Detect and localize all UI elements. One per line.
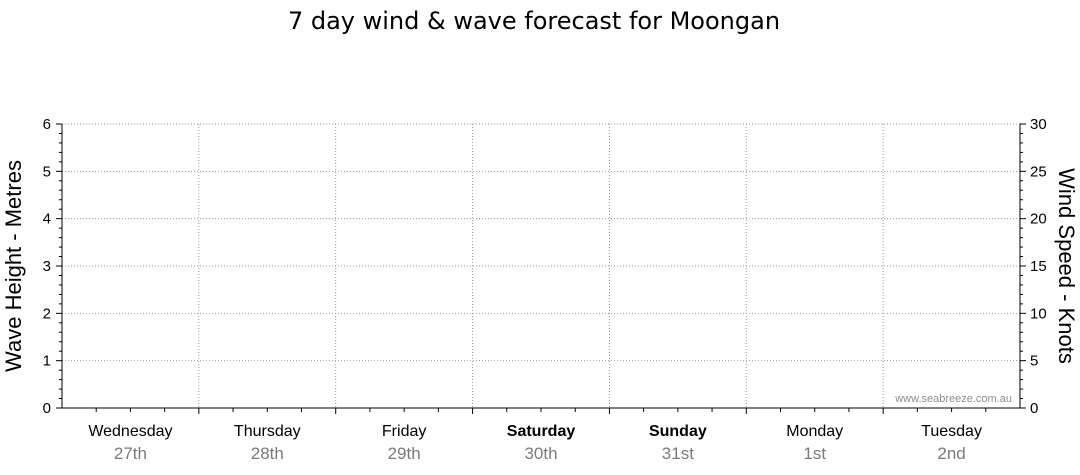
day-name-label: Monday bbox=[786, 423, 843, 440]
day-name-label: Tuesday bbox=[921, 423, 982, 440]
left-tick-label: 4 bbox=[43, 211, 51, 228]
day-date-label: 2nd bbox=[937, 444, 965, 463]
left-tick-label: 0 bbox=[43, 400, 51, 417]
day-date-label: 31st bbox=[662, 444, 694, 463]
day-name-label: Sunday bbox=[649, 423, 707, 440]
day-date-label: 28th bbox=[251, 444, 284, 463]
left-axis-ticks: 0 1 2 3 4 5 6 bbox=[43, 116, 62, 417]
right-tick-label: 10 bbox=[1030, 305, 1047, 322]
day-name-label: Wednesday bbox=[88, 423, 172, 440]
right-tick-label: 20 bbox=[1030, 211, 1047, 228]
day-date-label: 29th bbox=[388, 444, 421, 463]
left-tick-label: 6 bbox=[43, 116, 51, 133]
right-tick-label: 30 bbox=[1030, 116, 1047, 133]
day-date-label: 27th bbox=[114, 444, 147, 463]
left-tick-label: 3 bbox=[43, 258, 51, 275]
right-tick-label: 5 bbox=[1030, 353, 1038, 370]
day-name-label: Friday bbox=[382, 423, 426, 440]
right-tick-label: 0 bbox=[1030, 400, 1038, 417]
right-tick-label: 15 bbox=[1030, 258, 1047, 275]
day-labels: Wednesday 27th Thursday 28th Friday 29th Satur… bbox=[88, 423, 982, 463]
right-axis-title: Wind Speed - Knots bbox=[1054, 168, 1079, 364]
right-tick-label: 25 bbox=[1030, 163, 1047, 180]
left-tick-label: 5 bbox=[43, 163, 51, 180]
chart-title: 7 day wind & wave forecast for Moongan bbox=[288, 7, 780, 35]
right-axis-ticks: 0 5 10 15 20 25 30 bbox=[1020, 116, 1047, 417]
day-date-label: 30th bbox=[524, 444, 557, 463]
left-axis-title: Wave Height - Metres bbox=[1, 160, 26, 372]
axis-layer bbox=[61, 124, 1021, 414]
left-tick-label: 1 bbox=[43, 353, 51, 370]
grid-layer bbox=[62, 123, 1020, 408]
left-tick-label: 2 bbox=[43, 305, 51, 322]
day-name-label: Saturday bbox=[507, 423, 576, 440]
day-name-label: Thursday bbox=[234, 423, 301, 440]
watermark-text: www.seabreeze.com.au bbox=[894, 393, 1012, 405]
day-date-label: 1st bbox=[803, 444, 826, 463]
